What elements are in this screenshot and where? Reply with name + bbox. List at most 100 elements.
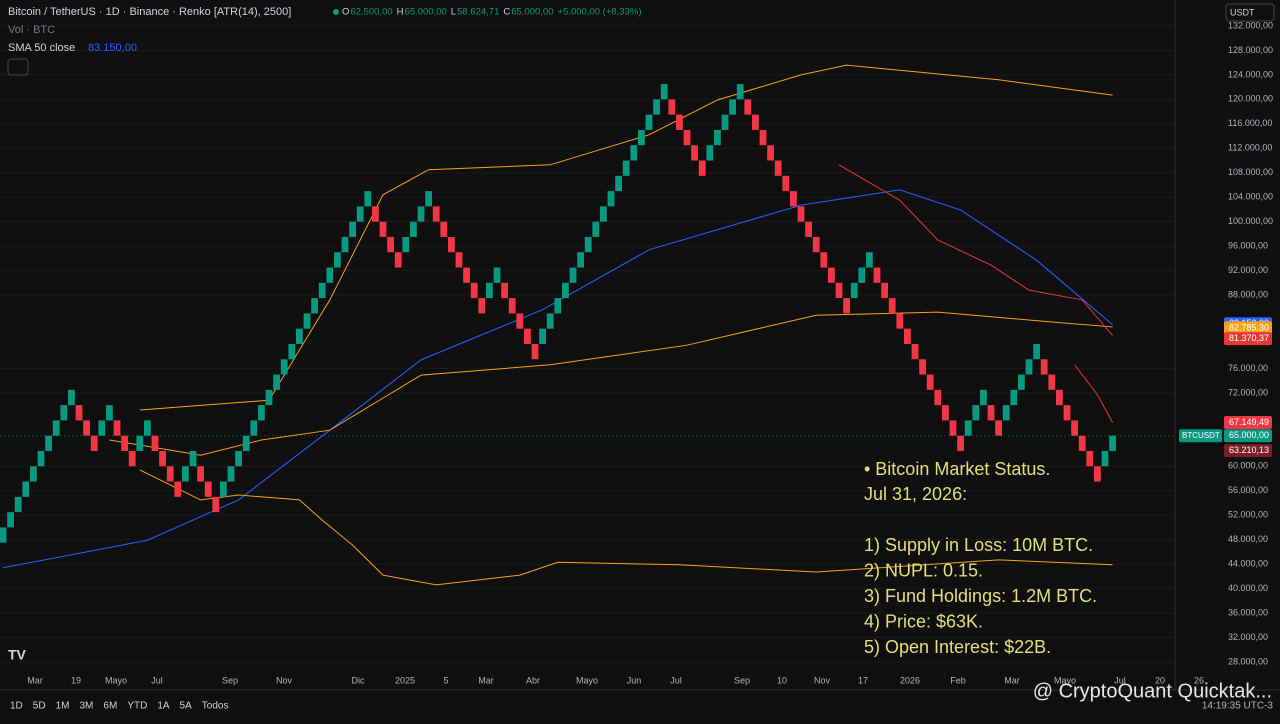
range-button[interactable]: 5D [33,701,46,712]
renko-brick [326,267,334,283]
price-tag [1224,332,1272,346]
renko-brick [0,527,7,543]
renko-brick [866,252,873,268]
collapse-button[interactable] [7,58,29,76]
y-tick-label: 28.000,00 [1228,656,1268,666]
renko-brick [296,328,303,344]
ohlc-item: 65.000,00 [511,7,553,18]
renko-brick [379,221,387,237]
range-button[interactable]: 3M [80,701,94,712]
renko-brick [584,236,592,253]
renko-brick [83,420,90,436]
renko-brick [159,450,166,467]
sma-value: 83.150,00 [88,42,137,54]
y-tick-label: 56.000,00 [1228,485,1268,495]
renko-brick [334,252,341,268]
renko-brick [22,481,30,497]
annotation-item: 1) Supply in Loss: 10M BTC. [864,535,1093,555]
renko-brick [455,252,463,268]
renko-brick [873,267,881,283]
y-tick-label: 112.000,00 [1228,143,1272,153]
renko-brick [828,267,835,283]
x-tick-label: Mayo [105,675,127,685]
renko-brick [691,145,698,161]
annotation-item: 3) Fund Holdings: 1.2M BTC. [864,586,1097,606]
x-tick-label: Sep [734,675,750,685]
range-button[interactable]: 5A [180,701,193,712]
renko-brick [774,160,782,176]
renko-brick [440,221,448,237]
ohlc-item: C [503,7,510,18]
indicator-line [1074,364,1114,423]
renko-brick [546,313,554,329]
clock: 14:19:35 UTC-3 [1202,701,1274,712]
y-tick-label: 100.000,00 [1228,216,1273,226]
range-button[interactable]: 1A [157,701,170,712]
renko-brick [478,298,486,314]
renko-brick [881,282,888,299]
renko-brick [303,313,311,329]
renko-brick [1109,435,1116,451]
renko-brick [790,191,797,207]
renko-brick [220,481,227,497]
renko-brick [189,450,197,467]
range-button[interactable]: YTD [127,701,147,712]
renko-brick [736,84,744,100]
renko-brick [607,191,615,207]
renko-brick [75,405,83,421]
y-tick-label: 132.000,00 [1228,20,1273,30]
y-tick-label: 116.000,00 [1228,118,1272,128]
renko-brick [174,481,182,497]
renko-brick [470,282,478,299]
renko-brick [858,267,866,283]
ohlc-item: 65.000,00 [405,7,447,18]
range-button[interactable]: 6M [103,701,117,712]
renko-brick [311,298,318,314]
y-tick-label: 96.000,00 [1228,241,1268,251]
x-tick-label: Mar [478,675,494,685]
renko-brick [227,466,235,482]
x-tick-label: Mar [1004,675,1020,685]
renko-brick [638,129,645,146]
y-tick-label: 40.000,00 [1228,583,1268,593]
renko-brick [698,160,706,176]
range-button[interactable]: Todos [202,701,229,712]
volume-label: Vol · BTC [8,24,55,36]
x-tick-label: Nov [276,675,293,685]
range-button[interactable]: 1M [56,701,70,712]
watermark: @ CryptoQuant Quicktak... [1033,680,1272,702]
renko-brick [1025,359,1033,375]
y-tick-label: 88.000,00 [1228,289,1268,299]
y-tick-label: 104.000,00 [1228,192,1273,202]
renko-brick [212,496,220,513]
renko-brick [995,420,1002,436]
renko-brick [60,405,68,421]
renko-brick [166,466,174,482]
renko-brick [524,328,531,344]
renko-brick [539,328,546,344]
renko-brick [341,236,349,253]
x-tick-label: 19 [71,675,81,685]
x-tick-label: 26 [1194,675,1204,685]
renko-brick [1002,405,1010,421]
renko-brick [501,282,508,299]
renko-brick [432,206,440,222]
currency-box[interactable] [1225,3,1275,22]
y-tick-label: 108.000,00 [1228,167,1273,177]
renko-brick [273,374,280,390]
indicator-line [109,311,1113,456]
renko-brick [896,313,904,329]
renko-brick [653,99,660,115]
renko-brick [402,236,410,253]
renko-brick [387,236,394,253]
y-tick-label: 32.000,00 [1228,632,1268,642]
x-tick-label: Mayo [1054,675,1076,685]
renko-brick [90,435,98,451]
x-tick-label: 5 [443,675,448,685]
renko-brick [463,267,470,283]
y-tick-label: 48.000,00 [1228,534,1268,544]
range-button[interactable]: 1D [10,701,23,712]
renko-brick [600,206,607,222]
renko-brick [645,114,653,130]
